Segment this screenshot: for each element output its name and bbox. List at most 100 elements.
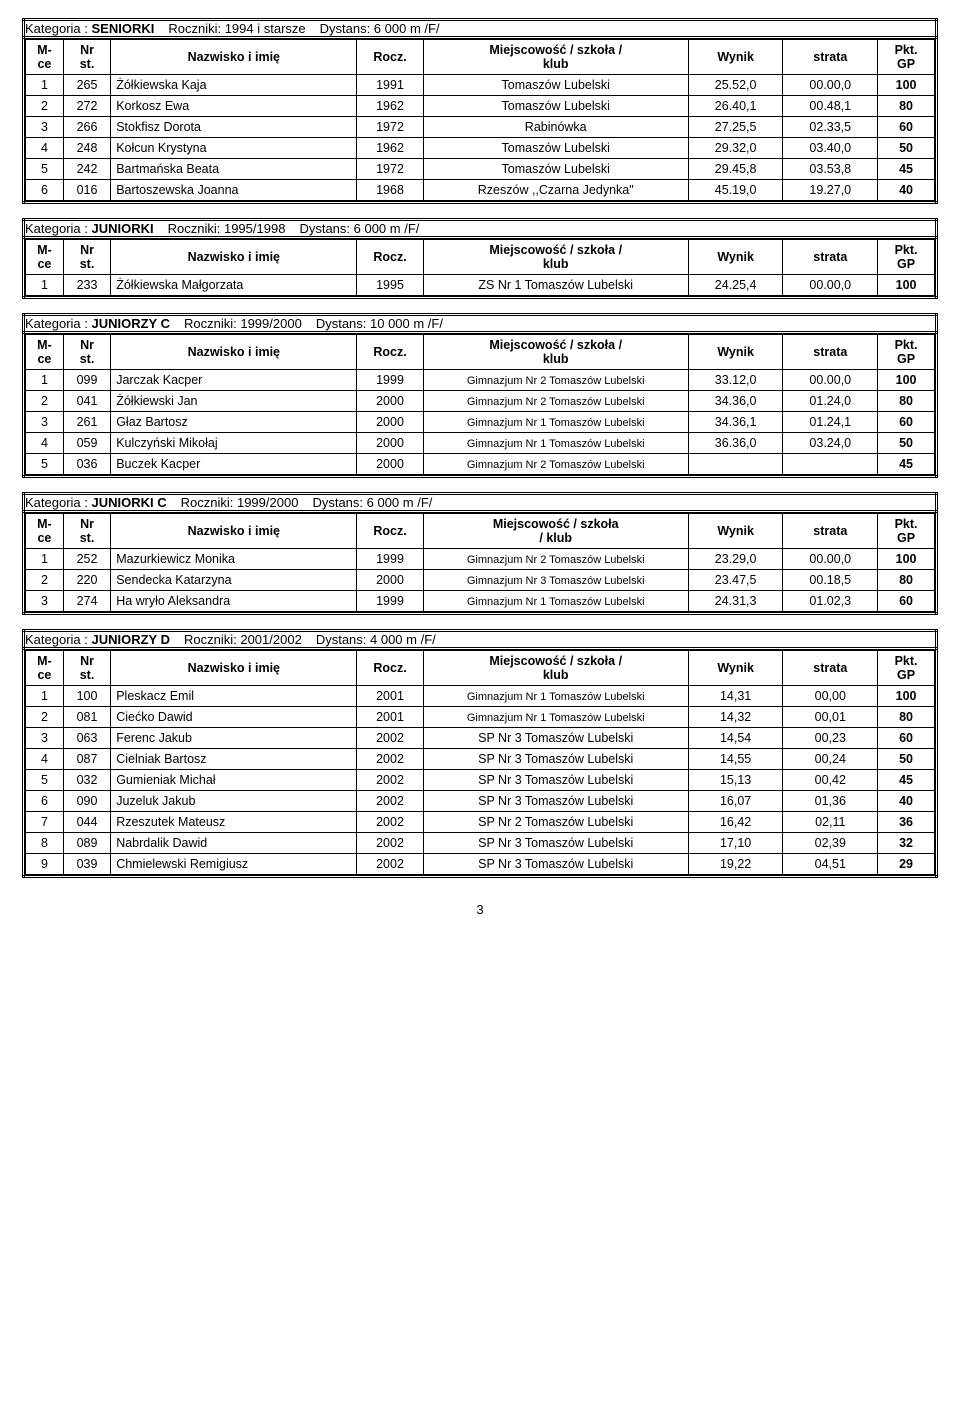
cell (688, 454, 783, 475)
table-row: 7044Rzeszutek Mateusz2002SP Nr 2 Tomaszó… (26, 812, 935, 833)
cell: 01.02,3 (783, 591, 878, 612)
table-row: 5032Gumieniak Michał2002SP Nr 3 Tomaszów… (26, 770, 935, 791)
cell: 1999 (357, 370, 423, 391)
table-row: 3274Ha wryło Aleksandra1999Gimnazjum Nr … (26, 591, 935, 612)
cell: 45.19,0 (688, 180, 783, 201)
cell: SP Nr 3 Tomaszów Lubelski (423, 770, 688, 791)
cell: 00.00,0 (783, 75, 878, 96)
cell: 19.27,0 (783, 180, 878, 201)
cell: 3 (26, 591, 64, 612)
cell: 80 (878, 391, 935, 412)
col-header: Wynik (688, 514, 783, 549)
cell: 100 (878, 549, 935, 570)
cell: 80 (878, 96, 935, 117)
cell: 2000 (357, 412, 423, 433)
col-header: strata (783, 335, 878, 370)
cell: 1 (26, 75, 64, 96)
header-row: M-ceNrst.Nazwisko i imięRocz.Miejscowość… (26, 335, 935, 370)
col-header: strata (783, 40, 878, 75)
col-header: Nrst. (63, 240, 110, 275)
cell: 80 (878, 570, 935, 591)
cell: 6 (26, 180, 64, 201)
table-row: 3261Głaz Bartosz2000Gimnazjum Nr 1 Tomas… (26, 412, 935, 433)
cell: SP Nr 3 Tomaszów Lubelski (423, 728, 688, 749)
cell: Juzeluk Jakub (111, 791, 357, 812)
cell: 16,07 (688, 791, 783, 812)
col-header: M-ce (26, 335, 64, 370)
cell: 248 (63, 138, 110, 159)
col-header: Pkt.GP (878, 335, 935, 370)
cell: Buczek Kacper (111, 454, 357, 475)
cell: 02.33,5 (783, 117, 878, 138)
cell: 6 (26, 791, 64, 812)
category-table: Kategoria : JUNIORKI CRoczniki: 1999/200… (22, 492, 938, 615)
cell: 3 (26, 728, 64, 749)
cell: Tomaszów Lubelski (423, 96, 688, 117)
table-row: 2272Korkosz Ewa1962Tomaszów Lubelski26.4… (26, 96, 935, 117)
cell: 00,42 (783, 770, 878, 791)
table-row: 6090Juzeluk Jakub2002SP Nr 3 Tomaszów Lu… (26, 791, 935, 812)
data-table: M-ceNrst.Nazwisko i imięRocz.Miejscowość… (25, 239, 935, 296)
cell: Głaz Bartosz (111, 412, 357, 433)
col-header: Wynik (688, 40, 783, 75)
cell: 100 (878, 370, 935, 391)
cell: 1 (26, 686, 64, 707)
col-header: Nazwisko i imię (111, 240, 357, 275)
category-header: Kategoria : JUNIORKIRoczniki: 1995/1998D… (24, 220, 937, 238)
cell: Gimnazjum Nr 2 Tomaszów Lubelski (423, 454, 688, 475)
col-header: Miejscowość / szkoła /klub (423, 335, 688, 370)
cell: 9 (26, 854, 64, 875)
cell: 220 (63, 570, 110, 591)
cell: 00,24 (783, 749, 878, 770)
cell: 34.36,0 (688, 391, 783, 412)
col-header: Wynik (688, 335, 783, 370)
cell: Pleskacz Emil (111, 686, 357, 707)
data-wrapper: M-ceNrst.Nazwisko i imięRocz.Miejscowość… (24, 649, 937, 877)
cell: Tomaszów Lubelski (423, 138, 688, 159)
cell: 2000 (357, 391, 423, 412)
cell: 00.48,1 (783, 96, 878, 117)
table-row: 9039Chmielewski Remigiusz2002SP Nr 3 Tom… (26, 854, 935, 875)
cell: 03.24,0 (783, 433, 878, 454)
cell: 100 (878, 275, 935, 296)
cell: 00,00 (783, 686, 878, 707)
col-header: Pkt.GP (878, 240, 935, 275)
cell: Nabrdalik Dawid (111, 833, 357, 854)
cell: 1 (26, 549, 64, 570)
cell: 2 (26, 391, 64, 412)
data-wrapper: M-ceNrst.Nazwisko i imięRocz.Miejscowość… (24, 238, 937, 298)
cell: Gimnazjum Nr 1 Tomaszów Lubelski (423, 412, 688, 433)
cell: 242 (63, 159, 110, 180)
category-header: Kategoria : JUNIORZY CRoczniki: 1999/200… (24, 315, 937, 333)
table-row: 2081Ciećko Dawid2001Gimnazjum Nr 1 Tomas… (26, 707, 935, 728)
col-header: Pkt.GP (878, 514, 935, 549)
cell: 29.45,8 (688, 159, 783, 180)
cell: 265 (63, 75, 110, 96)
cell: Gumieniak Michał (111, 770, 357, 791)
cell: 1999 (357, 549, 423, 570)
cell: 2002 (357, 749, 423, 770)
page-container: Kategoria : SENIORKIRoczniki: 1994 i sta… (22, 18, 938, 878)
col-header: Miejscowość / szkoła /klub (423, 240, 688, 275)
page-number: 3 (22, 902, 938, 917)
category-header: Kategoria : JUNIORKI CRoczniki: 1999/200… (24, 494, 937, 512)
col-header: M-ce (26, 40, 64, 75)
cell: Ferenc Jakub (111, 728, 357, 749)
cell: Korkosz Ewa (111, 96, 357, 117)
cell: Chmielewski Remigiusz (111, 854, 357, 875)
cell: Ciećko Dawid (111, 707, 357, 728)
cell: 2002 (357, 812, 423, 833)
table-row: 1233Żółkiewska Małgorzata1995ZS Nr 1 Tom… (26, 275, 935, 296)
cell: Rzeszutek Mateusz (111, 812, 357, 833)
cell: Kulczyński Mikołaj (111, 433, 357, 454)
cell: Rzeszów ,,Czarna Jedynka" (423, 180, 688, 201)
cell: 2000 (357, 454, 423, 475)
cell: 00,23 (783, 728, 878, 749)
cell: 36 (878, 812, 935, 833)
cell: Sendecka Katarzyna (111, 570, 357, 591)
cell: 2002 (357, 728, 423, 749)
cell: 272 (63, 96, 110, 117)
cell: SP Nr 2 Tomaszów Lubelski (423, 812, 688, 833)
cell: 2000 (357, 570, 423, 591)
category-table: Kategoria : JUNIORKIRoczniki: 1995/1998D… (22, 218, 938, 299)
